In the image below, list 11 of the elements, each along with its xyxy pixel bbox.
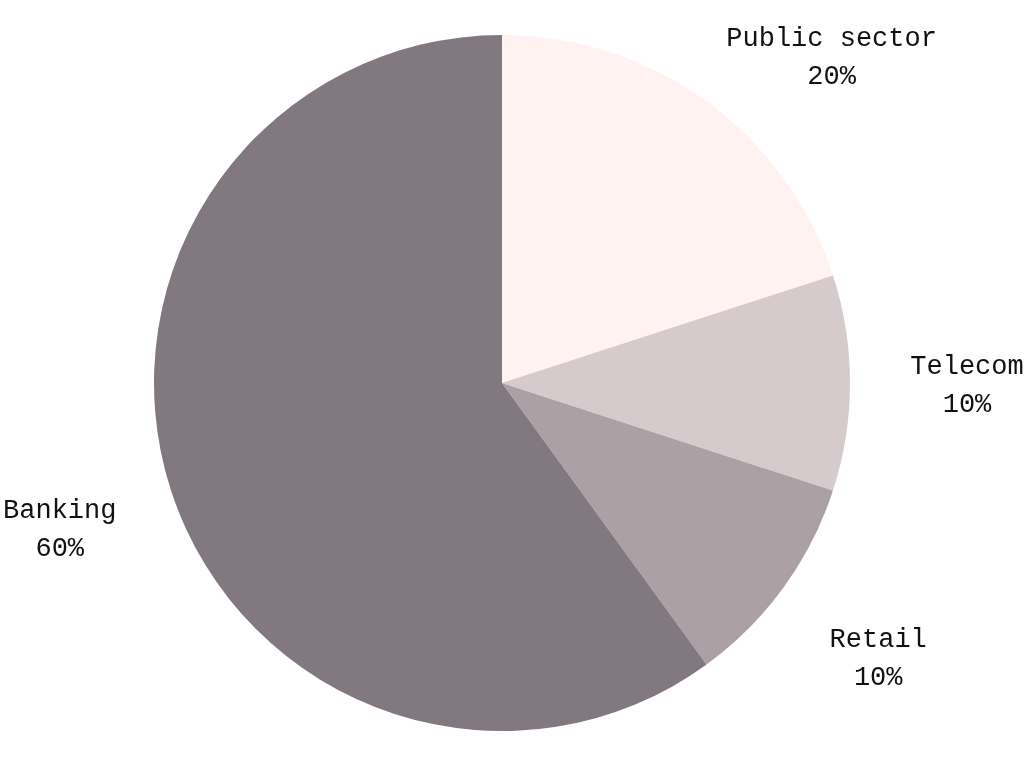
slice-label: Banking (3, 495, 117, 526)
data-label: 10% (942, 390, 993, 420)
data-label: 60% (35, 533, 85, 564)
pie-slice (502, 275, 850, 491)
slice-label: Retail (829, 625, 927, 656)
data-label: 20% (807, 62, 857, 92)
pie-slice (502, 383, 833, 665)
slice-label: Public sector (726, 24, 937, 54)
slice-label: Telecom (910, 352, 1024, 382)
data-label: 10% (853, 663, 904, 694)
pie-slice (154, 35, 707, 731)
